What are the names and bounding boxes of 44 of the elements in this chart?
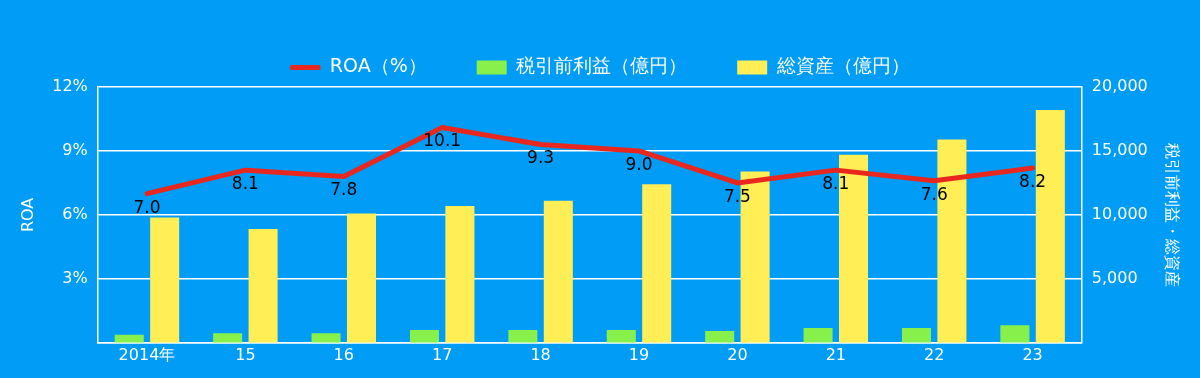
x-tick-label: 21 bbox=[825, 344, 846, 364]
x-tick-label: 16 bbox=[333, 344, 354, 364]
data-label: 10.1 bbox=[423, 130, 462, 151]
bar bbox=[508, 330, 538, 343]
bar bbox=[213, 333, 243, 343]
bar bbox=[346, 213, 377, 343]
x-tick-label: 17 bbox=[432, 344, 453, 364]
x-tick-label: 22 bbox=[924, 344, 945, 364]
data-label: 9.3 bbox=[527, 147, 555, 168]
y2-axis-title: 税引前利益・総資産 bbox=[1163, 142, 1183, 287]
data-label: 9.0 bbox=[625, 153, 653, 174]
bar bbox=[445, 205, 475, 343]
y-tick-label: 12% bbox=[52, 76, 88, 96]
y-tick-label: 3% bbox=[62, 268, 88, 288]
bar bbox=[543, 200, 573, 343]
bar bbox=[705, 331, 735, 343]
bar bbox=[901, 328, 932, 343]
y2-tick-label: 20,000 bbox=[1091, 76, 1148, 96]
bar bbox=[409, 330, 439, 343]
bar bbox=[642, 184, 672, 343]
y2-tick-label: 15,000 bbox=[1091, 140, 1148, 160]
x-tick-label: 15 bbox=[235, 344, 256, 364]
y-tick-label: 6% bbox=[62, 204, 88, 224]
data-label: 7.0 bbox=[133, 196, 161, 217]
x-tick-label: 20 bbox=[727, 344, 748, 364]
legend-label: 総資産（億円） bbox=[775, 54, 910, 77]
bar bbox=[311, 333, 341, 343]
bar bbox=[1000, 325, 1030, 343]
y2-tick-label: 5,000 bbox=[1091, 268, 1138, 288]
data-label: 8.1 bbox=[231, 173, 259, 194]
bar bbox=[803, 328, 833, 343]
bar bbox=[150, 217, 180, 343]
legend-label: 税引前利益（億円） bbox=[516, 54, 688, 77]
x-tick-label: 18 bbox=[530, 344, 551, 364]
data-label: 7.8 bbox=[330, 179, 358, 200]
x-tick-label: 19 bbox=[628, 344, 650, 364]
x-tick-label: 2014年 bbox=[118, 344, 176, 364]
legend-label: ROA（%） bbox=[329, 54, 427, 77]
x-tick-label: 23 bbox=[1022, 344, 1043, 364]
y2-tick-label: 10,000 bbox=[1091, 204, 1148, 224]
bar bbox=[606, 330, 636, 343]
y-tick-label: 9% bbox=[62, 140, 88, 160]
y-axis-title: ROA bbox=[17, 197, 37, 233]
bar bbox=[248, 228, 278, 343]
